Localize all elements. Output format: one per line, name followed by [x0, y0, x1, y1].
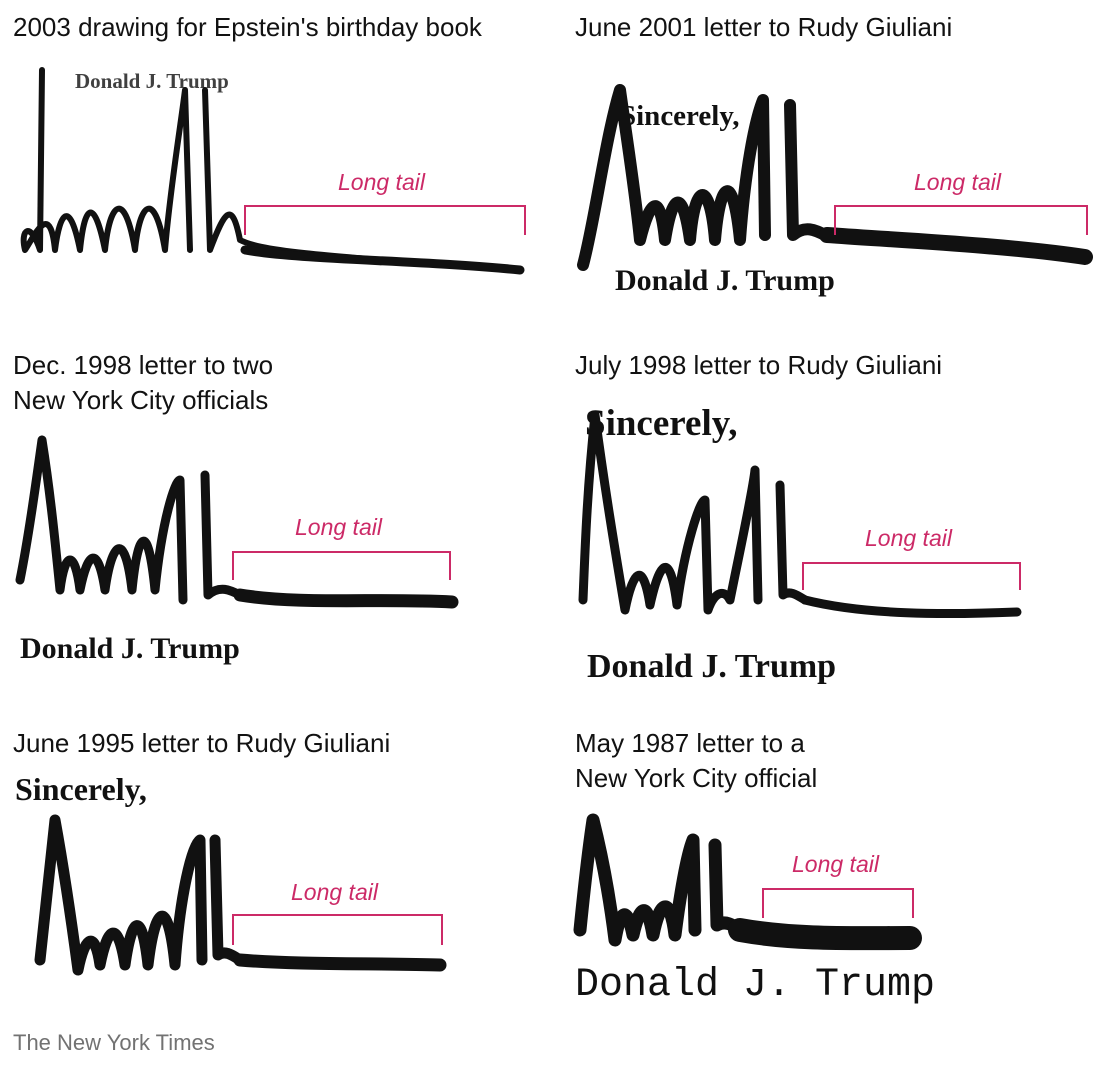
- signature-stroke: [573, 813, 747, 947]
- typed-name: Donald J. Trump: [575, 963, 935, 1008]
- signature-stroke: [15, 435, 245, 605]
- long-tail-bracket: [232, 551, 451, 580]
- typed-name: Donald J. Trump: [615, 264, 835, 297]
- signature-dec-1998-letter: Donald J. Trump Long tail: [15, 435, 459, 665]
- caption-may-1987-letter: May 1987 letter to a New York City offic…: [575, 728, 818, 793]
- long-tail-label: Long tail: [295, 514, 383, 540]
- credit-line: The New York Times: [13, 1030, 215, 1055]
- signature-tail: [819, 227, 1093, 265]
- long-tail-bracket: [762, 888, 914, 918]
- long-tail-label: Long tail: [792, 851, 880, 877]
- signature-2003-drawing: Donald J. Trump Long tail: [20, 67, 526, 275]
- caption-2003-drawing: 2003 drawing for Epstein's birthday book: [13, 12, 482, 42]
- long-tail-label: Long tail: [291, 879, 379, 905]
- caption-june-2001-letter: June 2001 letter to Rudy Giuliani: [575, 12, 953, 42]
- typed-name: Donald J. Trump: [20, 632, 240, 665]
- signature-stroke: [578, 410, 810, 615]
- long-tail-label: Long tail: [914, 169, 1002, 195]
- long-tail-label: Long tail: [338, 169, 426, 195]
- signature-may-1987-letter: Donald J. Trump Long tail: [573, 813, 935, 1008]
- long-tail-label: Long tail: [865, 525, 953, 551]
- long-tail-bracket: [244, 205, 526, 235]
- closing-text: Sincerely,: [620, 100, 739, 132]
- signature-stroke: [20, 67, 523, 273]
- signature-tail: [728, 918, 922, 951]
- signature-tail: [800, 595, 1022, 619]
- signature-stroke: [34, 814, 246, 976]
- caption-dec-1998-letter: Dec. 1998 letter to two New York City of…: [13, 350, 274, 415]
- long-tail-bracket: [232, 914, 443, 945]
- caption-june-1995-letter: June 1995 letter to Rudy Giuliani: [13, 728, 391, 758]
- typed-name: Donald J. Trump: [587, 648, 836, 685]
- caption-july-1998-letter: July 1998 letter to Rudy Giuliani: [575, 350, 943, 380]
- signature-tail: [233, 953, 447, 972]
- signature-july-1998-letter: Sincerely, Donald J. Trump Long tail: [578, 403, 1022, 685]
- signature-june-1995-letter: Sincerely, Long tail: [15, 771, 447, 976]
- long-tail-bracket: [802, 562, 1021, 590]
- signature-tail: [233, 588, 459, 609]
- long-tail-bracket: [834, 205, 1088, 235]
- closing-text: Sincerely,: [585, 403, 737, 444]
- closing-text: Sincerely,: [15, 771, 147, 807]
- signature-tail: [240, 245, 525, 275]
- signature-june-2001-letter: Sincerely, Donald J. Trump Long tail: [577, 84, 1093, 297]
